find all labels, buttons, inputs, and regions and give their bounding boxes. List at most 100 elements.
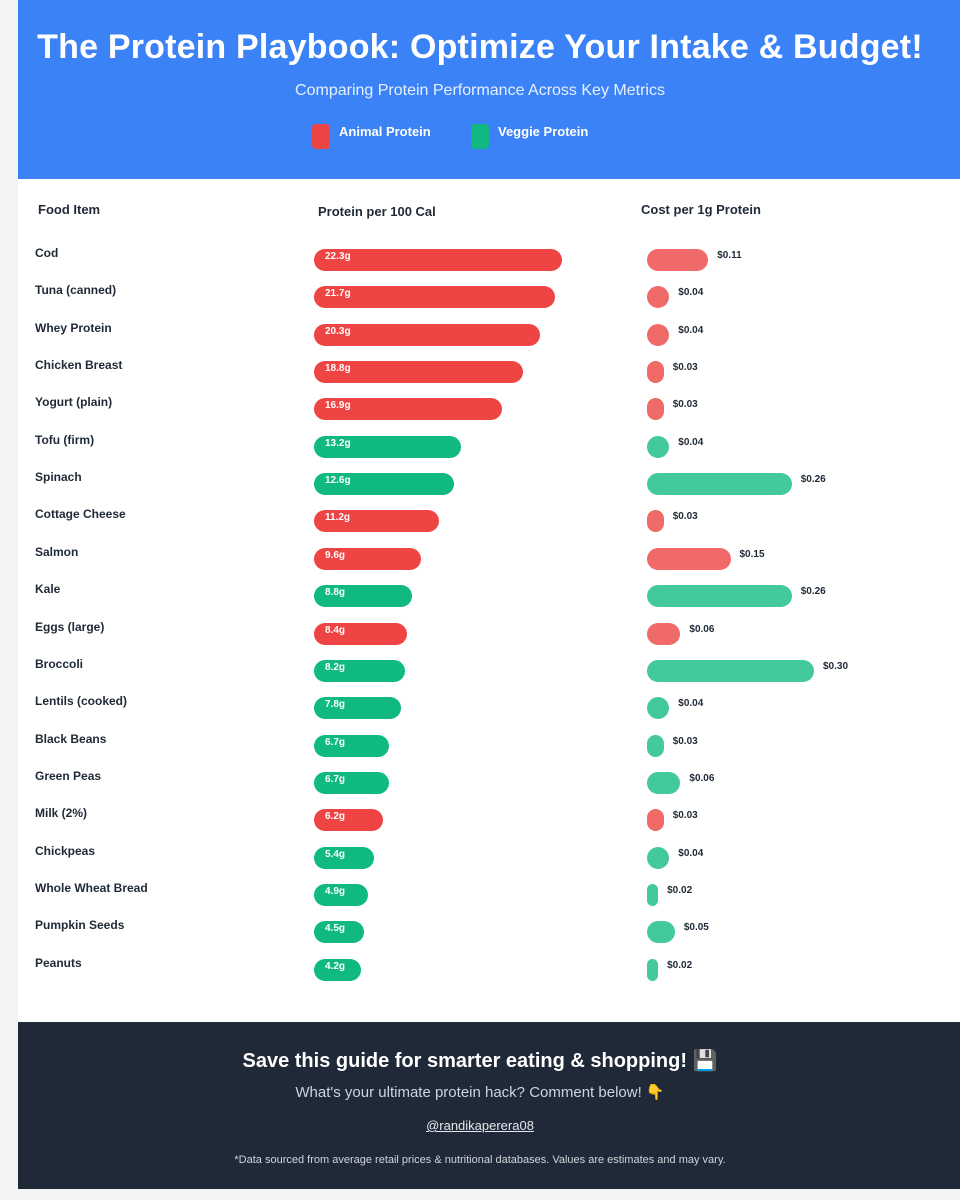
protein-value-label: 8.8g [325,587,346,599]
protein-bar: 4.9g [314,883,369,906]
food-item-label: Pumpkin Seeds [35,918,125,933]
food-item-label: Milk (2%) [35,806,88,821]
table-row: Whole Wheat Bread 4.9g $0.02 [18,878,960,915]
cost-bar [647,697,670,720]
table-row: Kale 8.8g $0.26 [18,579,960,616]
cost-bar [647,510,664,533]
food-item-label: Cottage Cheese [35,507,126,522]
table-row: Green Peas 6.7g $0.06 [18,766,960,803]
cost-bar [647,734,664,757]
protein-value-label: 13.2g [325,437,351,449]
cost-value-label: $0.06 [689,623,715,635]
cost-bar [647,323,670,346]
cost-value-label: $0.11 [717,250,742,261]
cost-bar [647,547,731,570]
food-item-label: Lentils (cooked) [35,694,128,709]
table-row: Chicken Breast 18.8g $0.03 [18,355,960,392]
cost-bar [647,473,792,496]
cost-bar [647,883,659,906]
table-row: Eggs (large) 8.4g $0.06 [18,617,960,654]
protein-value-label: 4.5g [325,923,346,935]
legend-label-veggie: Veggie Protein [498,124,589,139]
protein-bar: 4.5g [314,921,365,944]
cost-bar [647,921,675,944]
cost-bar [647,361,664,384]
cost-value-label: $0.06 [689,772,715,784]
food-item-label: Chickpeas [35,843,96,858]
cost-value-label: $0.02 [667,959,693,971]
cost-value-label: $0.26 [800,586,826,598]
legend-item-veggie: Veggie Protein [471,124,588,149]
footer-disclaimer: *Data sourced from average retail prices… [234,1154,726,1166]
food-item-label: Kale [35,582,61,597]
protein-value-label: 4.9g [325,885,346,897]
cost-bar [647,771,681,794]
food-item-label: Tuna (canned) [35,283,117,298]
protein-bar: 6.7g [314,734,389,757]
protein-value-label: 18.8g [325,363,351,375]
table-row: Pumpkin Seeds 4.5g $0.05 [18,915,960,952]
cost-value-label: $0.03 [672,362,698,374]
footer-cta: Save this guide for smarter eating & sho… [242,1050,718,1072]
infographic-card: The Protein Playbook: Optimize Your Inta… [18,0,960,1189]
food-item-label: Spinach [35,470,82,485]
table-row: Salmon 9.6g $0.15 [18,542,960,579]
protein-value-label: 6.7g [325,736,346,748]
protein-bar: 6.7g [314,771,389,794]
food-item-label: Whey Protein [35,320,112,335]
protein-value-label: 6.2g [325,811,346,823]
cost-bar [647,846,670,869]
cost-bar [647,435,670,458]
header-banner: The Protein Playbook: Optimize Your Inta… [18,0,960,179]
cost-value-label: $0.30 [823,660,849,672]
protein-bar: 5.4g [314,846,375,869]
cost-bar [647,585,792,608]
protein-value-label: 5.4g [325,848,346,860]
author-handle-link[interactable]: @randikaperera08 [426,1118,534,1133]
cost-bar [647,659,814,682]
cost-value-label: $0.05 [683,922,709,934]
cost-value-label: $0.03 [672,399,698,411]
protein-value-label: 6.7g [325,773,346,785]
protein-bar: 16.9g [314,398,502,421]
cost-bar [647,286,670,309]
legend-label-animal: Animal Protein [339,124,431,139]
table-row: Tuna (canned) 21.7g $0.04 [18,280,960,317]
cost-bar [647,249,709,271]
food-item-label: Chicken Breast [35,358,123,373]
protein-bar: 9.6g [314,547,421,570]
protein-bar: 11.2g [314,510,439,533]
cost-value-label: $0.04 [678,436,704,448]
protein-bar: 6.2g [314,809,383,832]
table-row: Lentils (cooked) 7.8g $0.04 [18,691,960,728]
cost-bar [647,622,681,645]
protein-value-label: 22.3g [325,251,351,262]
cost-value-label: $0.02 [667,884,693,896]
protein-bar: 21.7g [314,286,556,309]
food-item-label: Black Beans [35,731,107,746]
food-item-label: Broccoli [35,656,84,671]
cost-value-label: $0.03 [672,735,698,747]
legend-swatch-veggie [471,124,489,149]
cost-value-label: $0.04 [678,847,704,859]
table-row: Cod 22.3g $0.11 [18,243,960,280]
column-header-cost: Cost per 1g Protein [641,202,761,217]
cost-value-label: $0.03 [672,810,698,822]
protein-bar: 12.6g [314,473,455,496]
protein-value-label: 7.8g [325,699,346,711]
table-row: Yogurt (plain) 16.9g $0.03 [18,392,960,429]
table-row: Spinach 12.6g $0.26 [18,467,960,504]
cost-bar [647,958,659,981]
food-item-label: Yogurt (plain) [35,395,113,410]
protein-bar: 18.8g [314,361,524,384]
cost-value-label: $0.26 [800,474,826,486]
footer-banner: Save this guide for smarter eating & sho… [18,1022,960,1189]
protein-bar: 8.2g [314,659,406,682]
cost-bar [647,398,664,421]
legend-swatch-animal [312,124,330,149]
cost-value-label: $0.04 [678,324,704,336]
food-item-label: Whole Wheat Bread [35,880,148,895]
protein-bar: 13.2g [314,435,461,458]
cost-value-label: $0.03 [672,511,698,523]
protein-value-label: 8.4g [325,624,346,636]
